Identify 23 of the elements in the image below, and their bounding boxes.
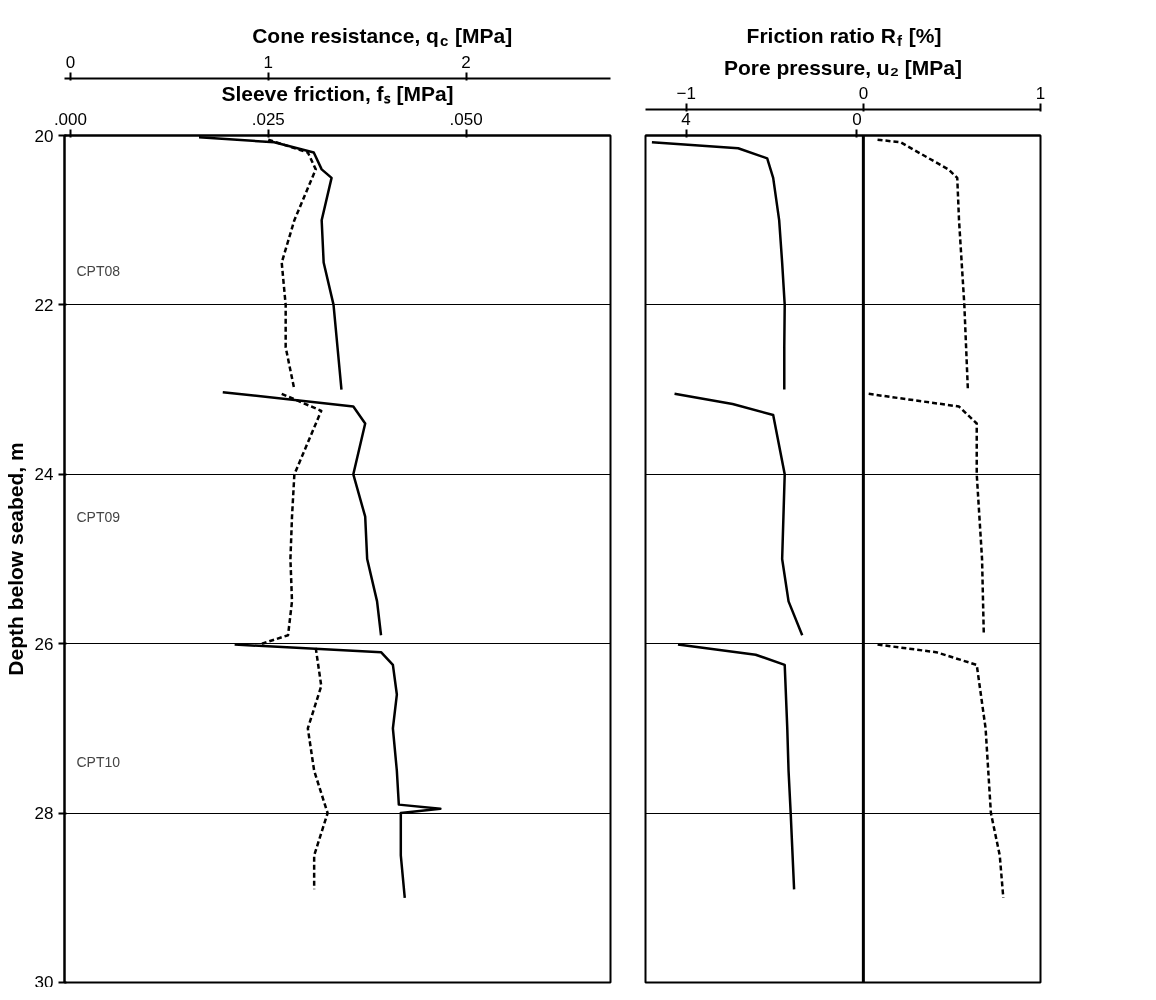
x2-tick-label: 0 [852, 109, 862, 129]
y-tick-label: 26 [34, 634, 54, 654]
y-tick-label: 24 [34, 465, 54, 485]
x-tick-label: 0 [65, 52, 76, 72]
annotation: CPT09 [76, 508, 121, 525]
x-tick-label: 1 [263, 52, 273, 72]
annotation: CPT08 [76, 263, 121, 280]
x-tick-label: 2 [461, 52, 471, 72]
y-tick-label: 20 [34, 126, 54, 146]
x-tick-label: 0 [858, 83, 869, 103]
x2-tick-label: .050 [449, 109, 483, 129]
x2-axis-title: Sleeve friction, fₛ [MPa] [221, 81, 454, 105]
y-axis-title: Depth below seabed, m [3, 442, 27, 676]
annotation: CPT10 [76, 754, 121, 771]
y-tick-label: 22 [34, 295, 54, 315]
y-tick-label: 28 [34, 804, 54, 824]
x2-tick-label: .025 [251, 109, 285, 129]
x-tick-label: 1 [1035, 83, 1046, 103]
x-tick-label: −1 [676, 83, 696, 103]
x2-tick-label: .000 [53, 109, 87, 129]
y-tick-label: 30 [34, 972, 54, 992]
x2-tick-label: 4 [681, 109, 691, 129]
x-axis-title: Pore pressure, u₂ [MPa] [723, 55, 963, 79]
